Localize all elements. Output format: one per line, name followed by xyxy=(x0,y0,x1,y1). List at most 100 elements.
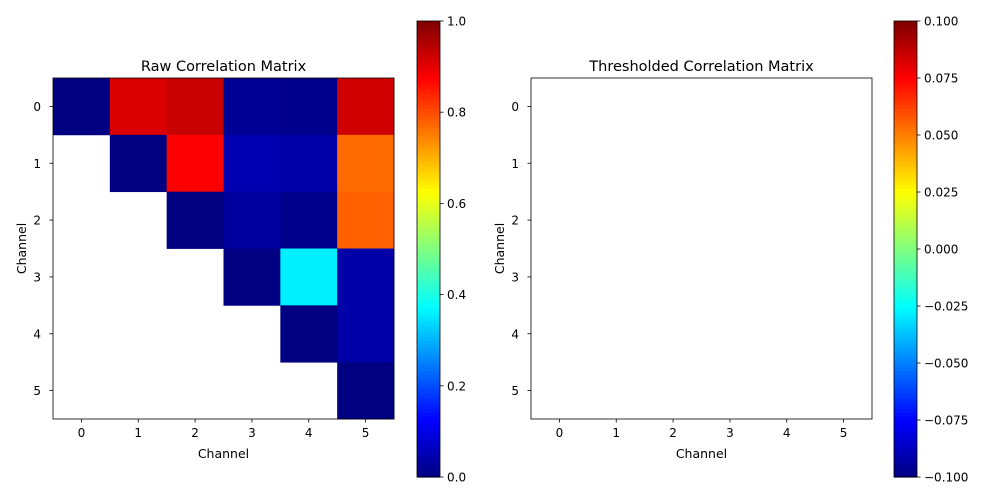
colorbar-segment xyxy=(417,332,440,337)
colorbar-segment xyxy=(894,252,917,258)
colorbar-segment xyxy=(894,154,917,159)
colorbar-segment xyxy=(894,355,917,360)
colorbar-segment xyxy=(417,36,440,41)
colorbar-segment xyxy=(894,366,917,372)
axes-frame xyxy=(530,77,873,420)
colorbar-segment xyxy=(894,450,917,455)
x-tick-label: 3 xyxy=(248,426,256,440)
colorbar-segment xyxy=(417,245,440,250)
colorbar-segment xyxy=(894,332,917,337)
chart-panel-0: 0 1 2 3 4 5 0 1 2 3 4 5 Raw Correlation Matrix Channe… xyxy=(14,15,466,485)
colorbar-segment xyxy=(417,328,440,334)
colorbar-segment xyxy=(417,131,440,136)
colorbar-segment xyxy=(417,24,440,30)
colorbar-segment xyxy=(894,36,917,41)
colorbar-segment xyxy=(894,226,917,231)
colorbar-segment xyxy=(417,241,440,246)
colorbar-segment xyxy=(417,176,440,182)
colorbar-segment xyxy=(417,226,440,231)
colorbar-segment xyxy=(417,355,440,360)
colorbar-segment xyxy=(417,340,440,345)
x-tick-label: 1 xyxy=(612,426,620,440)
colorbar-segment xyxy=(417,439,440,444)
colorbar-segment xyxy=(417,59,440,64)
colorbar-segment xyxy=(417,40,440,45)
colorbar-segment xyxy=(417,146,440,151)
x-tick-label: 1 xyxy=(134,426,142,440)
colorbar-segment xyxy=(894,260,917,265)
colorbar-segment xyxy=(894,211,917,216)
colorbar-segment xyxy=(417,100,440,106)
colorbar-segment xyxy=(417,173,440,178)
colorbar-tick-label: 0.075 xyxy=(924,72,958,86)
colorbar-segment xyxy=(894,328,917,334)
colorbar-segment xyxy=(417,321,440,326)
colorbar-segment xyxy=(417,287,440,292)
colorbar-segment xyxy=(894,188,917,193)
colorbar-segment xyxy=(417,150,440,155)
colorbar-segment xyxy=(417,119,440,125)
colorbar-segment xyxy=(894,192,917,197)
colorbar-segment xyxy=(417,55,440,60)
colorbar-segment xyxy=(417,188,440,193)
colorbar-segment xyxy=(894,393,917,398)
colorbar-tick-label: 0.6 xyxy=(447,197,466,211)
colorbar-segment xyxy=(894,309,917,315)
colorbar-segment xyxy=(417,169,440,174)
heatmap-cell xyxy=(166,191,224,249)
colorbar-segment xyxy=(417,294,440,299)
colorbar-segment xyxy=(417,408,440,413)
colorbar-segment xyxy=(417,104,440,109)
colorbar-segment xyxy=(894,306,917,311)
colorbar-segment xyxy=(417,473,440,478)
colorbar-segment xyxy=(417,43,440,49)
colorbar-segment xyxy=(417,344,440,349)
colorbar-segment xyxy=(417,256,440,261)
colorbar-segment xyxy=(894,21,917,26)
colorbar-tick-label: −0.050 xyxy=(924,357,968,371)
colorbar-segment xyxy=(417,97,440,102)
colorbar-segment xyxy=(417,199,440,204)
colorbar-segment xyxy=(417,123,440,128)
colorbar-segment xyxy=(894,378,917,383)
colorbar-segment xyxy=(894,47,917,52)
colorbar-segment xyxy=(894,62,917,68)
colorbar-segment xyxy=(417,211,440,216)
colorbar-segment xyxy=(417,283,440,288)
colorbar-segment xyxy=(894,294,917,299)
colorbar-segment xyxy=(417,89,440,94)
colorbar-segment xyxy=(894,389,917,394)
heatmap-cell xyxy=(337,78,395,136)
colorbar-segment xyxy=(894,157,917,163)
colorbar-segment xyxy=(417,51,440,56)
colorbar-segment xyxy=(417,271,440,277)
heatmap-cell xyxy=(337,362,395,420)
colorbar-segment xyxy=(417,325,440,330)
colorbar-segment xyxy=(417,180,440,185)
colorbar-segment xyxy=(417,382,440,387)
colorbar-segment xyxy=(894,150,917,155)
colorbar-segment xyxy=(417,416,440,421)
colorbar-segment xyxy=(417,161,440,166)
heatmap-cell xyxy=(337,191,395,249)
colorbar-segment xyxy=(894,427,917,432)
colorbar-segment xyxy=(894,370,917,375)
colorbar-segment xyxy=(894,256,917,261)
colorbar-segment xyxy=(894,290,917,296)
colorbar-segment xyxy=(894,423,917,429)
colorbar-segment xyxy=(894,43,917,49)
colorbar-segment xyxy=(417,203,440,208)
colorbar-segment xyxy=(894,176,917,182)
colorbar-segment xyxy=(894,173,917,178)
colorbar-segment xyxy=(894,70,917,75)
colorbar-segment xyxy=(417,237,440,242)
colorbar-segment xyxy=(417,78,440,83)
colorbar-segment xyxy=(894,131,917,136)
colorbar-segment xyxy=(417,112,440,117)
colorbar-segment xyxy=(417,461,440,467)
heatmap-cell xyxy=(223,248,281,306)
colorbar-tick-label: 0.0 xyxy=(447,471,466,485)
heatmap-cell xyxy=(166,134,224,193)
colorbar-segment xyxy=(417,192,440,197)
colorbar-segment xyxy=(894,351,917,356)
